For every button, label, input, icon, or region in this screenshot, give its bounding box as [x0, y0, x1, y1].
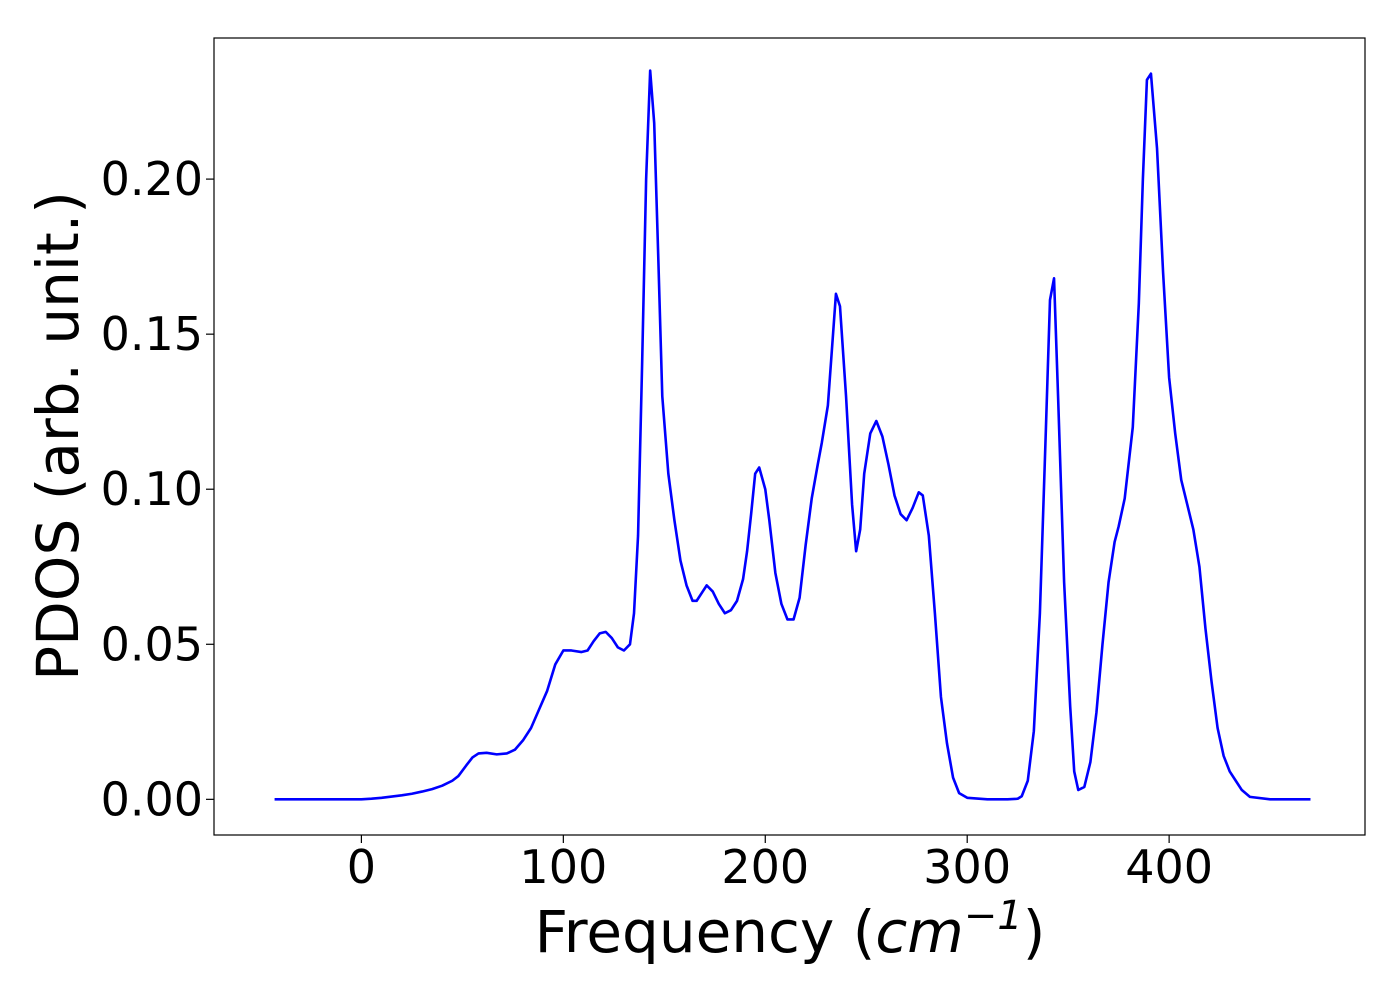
y-tick-label: 0.10: [101, 462, 203, 516]
x-axis-label-sup: −1: [964, 893, 1023, 939]
x-axis-label-math: cm: [875, 898, 963, 966]
x-axis-label-text: Frequency (: [535, 898, 876, 966]
pdos-line-series-0: [274, 69, 1311, 801]
y-axis: 0.00 0.05 0.10 0.15 0.20: [101, 152, 214, 826]
x-tick-label: 400: [1125, 840, 1213, 894]
x-axis: 0 100 200 300 400: [347, 835, 1213, 894]
x-axis-label-close: ): [1023, 898, 1046, 966]
x-tick-label: 200: [721, 840, 809, 894]
y-tick-label: 0.00: [101, 772, 203, 826]
x-tick-label: 0: [347, 840, 376, 894]
y-tick-label: 0.20: [101, 152, 203, 206]
x-axis-label: Frequency (cm−1): [535, 893, 1046, 966]
y-tick-label: 0.15: [101, 307, 203, 361]
y-axis-label: PDOS (arb. unit.): [24, 191, 92, 681]
plot-frame: [213, 37, 1366, 836]
y-tick-label: 0.05: [101, 617, 203, 671]
x-tick-label: 300: [923, 840, 1011, 894]
plot-content: [274, 69, 1311, 801]
x-tick-label: 100: [519, 840, 607, 894]
